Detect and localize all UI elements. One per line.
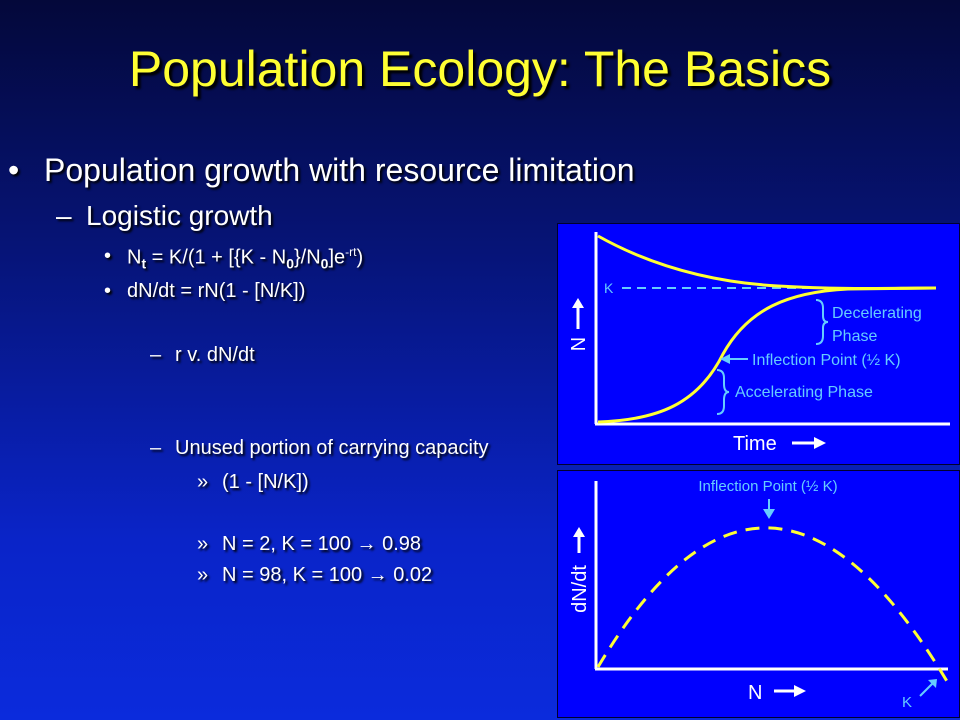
sub-bullet-formula: (1 - [N/K]) [222,471,309,493]
sub-bullet-example-low: N = 2, K = 100 → 0.98 [222,533,422,555]
y-axis-label: N [568,337,590,351]
eq-sub: 0 [320,255,329,272]
sub-bullet-example-high: N = 98, K = 100 → 0.02 [222,564,433,586]
logistic-growth-chart: K N Time Decelerating Phase Inflection P… [557,223,960,465]
bullet-logistic-growth: Logistic growth [86,200,273,231]
decelerating-label: Decelerating [832,305,922,322]
eq-sup: -rt [345,245,357,259]
sub-bullet-marker: » [197,533,209,555]
sub-bullet-marker: » [197,471,209,493]
equation-logistic-rate: dN/dt = rN(1 - [N/K]) [127,280,306,302]
dash-marker: – [150,437,162,459]
k-label: K [902,694,912,711]
k-label: K [604,280,614,296]
logistic-s-curve [597,286,937,424]
bullet-unused-capacity: Unused portion of carrying capacity [175,437,489,459]
dash-marker: – [56,200,72,231]
eq-sub: t [141,255,147,272]
up-arrow-head-icon [572,298,584,308]
growth-rate-curve [596,526,950,684]
eq-part: = K/(1 + [{K - N [146,246,287,269]
diagonal-arrow-icon [919,682,934,697]
y-axis-label-group: N [568,298,590,351]
right-arrow-head-icon [814,437,826,449]
bullet-marker: • [104,245,112,267]
eq-sub: 0 [286,255,294,272]
left-arrow-head-icon [720,354,730,364]
bullet-population-growth: Population growth with resource limitati… [44,152,635,188]
y-axis-label: dN/dt [569,565,591,613]
inflection-point-label: Inflection Point (½ K) [698,478,837,495]
accelerating-phase-label: Accelerating Phase [735,384,873,401]
growth-rate-svg: Inflection Point (½ K) dN/dt N K [569,478,950,711]
eq-part: ]e [328,246,346,269]
diagonal-arrow-head-icon [928,679,937,688]
logistic-growth-svg: K N Time Decelerating Phase Inflection P… [568,232,950,455]
bullet-r-vs-dndt: r v. dN/dt [175,344,255,366]
growth-rate-chart: Inflection Point (½ K) dN/dt N K [557,470,960,718]
eq-part: }/N [293,246,321,269]
down-arrow-head-icon [763,509,775,519]
brace-icon [716,369,730,415]
sub-bullet-marker: » [197,564,209,586]
up-arrow-head-icon [573,527,585,537]
eq-part: ) [356,246,364,269]
phase-label: Phase [832,328,877,345]
bullet-marker: • [104,280,112,302]
dash-marker: – [150,344,162,366]
equation-logistic-solution: Nt = K/(1 + [{K - N0}/N0]e-rt) [127,245,363,272]
page-title: Population Ecology: The Basics [128,41,832,97]
eq-part: N [127,246,142,269]
brace-icon [815,299,829,345]
inflection-point-label: Inflection Point (½ K) [752,352,901,369]
bullet-marker: • [8,152,20,188]
x-axis-label: N [748,682,762,704]
right-arrow-head-icon [794,685,806,697]
decline-to-k-curve [597,234,937,290]
x-axis-label: Time [733,433,777,455]
